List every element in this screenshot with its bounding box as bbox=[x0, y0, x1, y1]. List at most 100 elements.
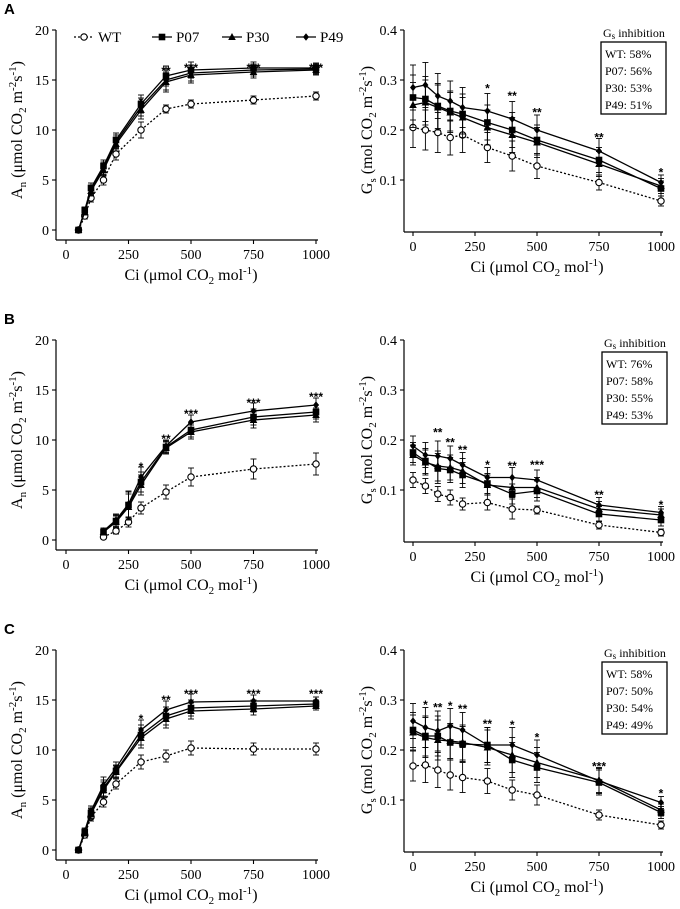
chart-A-right: 0.1 0.2 0.3 0.4 0 250 500 750 1000 Ci (μmol CO2 m… bbox=[357, 24, 675, 279]
data-point-WT bbox=[162, 105, 170, 113]
inhibition-value: P07: 56% bbox=[605, 64, 652, 78]
significance-mark: ** bbox=[458, 702, 468, 716]
significance-mark: * bbox=[485, 458, 490, 472]
data-point-WT bbox=[312, 92, 320, 100]
data-point-WT bbox=[162, 752, 170, 760]
significance-mark: ** bbox=[161, 64, 171, 78]
significance-mark: *** bbox=[246, 687, 260, 701]
y-tick-label: 5 bbox=[42, 794, 49, 809]
x-tick-label: 250 bbox=[465, 240, 486, 255]
series-WT bbox=[74, 91, 320, 234]
significance-mark: * bbox=[485, 82, 490, 96]
y-tick-label: 0 bbox=[42, 534, 49, 549]
data-point-P49 bbox=[596, 777, 602, 785]
series-P49 bbox=[100, 397, 319, 535]
series-WT bbox=[74, 740, 320, 854]
significance-mark: *** bbox=[246, 396, 260, 410]
data-point-P49 bbox=[447, 454, 454, 463]
data-point-WT bbox=[137, 126, 145, 134]
data-point-P49 bbox=[658, 508, 664, 517]
data-point-WT bbox=[533, 506, 541, 514]
x-tick-label: 250 bbox=[118, 868, 139, 883]
y-tick-label: 0.2 bbox=[380, 744, 398, 759]
significance-mark: * bbox=[448, 699, 453, 713]
data-point-P30 bbox=[312, 411, 320, 418]
series-line-P49 bbox=[412, 445, 662, 514]
chart-C-right: 0.1 0.2 0.3 0.4 0 250 500 750 1000 Ci (μmol CO2 m… bbox=[357, 644, 675, 899]
data-point-WT bbox=[446, 493, 454, 502]
data-point-P49 bbox=[138, 726, 144, 734]
box-title: Gs inhibition bbox=[604, 336, 666, 351]
x-tick-label: 0 bbox=[410, 860, 417, 875]
data-point-WT bbox=[421, 126, 430, 134]
y-tick-label: 0.1 bbox=[380, 174, 398, 189]
significance-mark: ** bbox=[161, 432, 171, 446]
y-axis-title: Gs (mol CO2 m-2s-1) bbox=[357, 376, 379, 504]
significance-mark: * bbox=[659, 166, 664, 180]
significance-mark: *** bbox=[184, 61, 198, 75]
y-axis-title: An (μmol CO2 m-2s-1) bbox=[7, 681, 29, 819]
data-point-P49 bbox=[410, 442, 416, 450]
data-point-WT bbox=[434, 766, 442, 774]
series-P07 bbox=[75, 61, 320, 234]
y-tick-label: 20 bbox=[35, 334, 49, 349]
box-title: Gs inhibition bbox=[603, 26, 665, 41]
significance-mark: ** bbox=[446, 436, 456, 450]
inhibition-value: P49: 49% bbox=[606, 718, 653, 732]
data-point-WT bbox=[533, 162, 541, 170]
data-point-P49 bbox=[138, 473, 144, 481]
series-P49 bbox=[410, 435, 664, 519]
significance-mark: * bbox=[139, 95, 144, 109]
data-point-WT bbox=[137, 504, 145, 512]
data-point-WT bbox=[508, 152, 516, 160]
y-axis-title: Gs (mol CO2 m-2s-1) bbox=[357, 686, 379, 814]
data-point-P49 bbox=[100, 781, 107, 789]
significance-mark: *** bbox=[184, 687, 198, 701]
y-tick-label: 10 bbox=[35, 124, 49, 139]
y-tick-label: 0.4 bbox=[380, 644, 398, 659]
series-line-P49 bbox=[412, 84, 662, 184]
series-line-P07 bbox=[412, 96, 662, 190]
data-point-P49 bbox=[188, 418, 194, 426]
panel-letter: C bbox=[4, 621, 15, 638]
inhibition-box bbox=[601, 351, 668, 425]
panel-letter: A bbox=[4, 1, 15, 18]
data-point-P49 bbox=[313, 697, 319, 705]
inhibition-value: P30: 54% bbox=[606, 701, 653, 715]
series-line-P49 bbox=[77, 700, 316, 851]
significance-mark: *** bbox=[309, 61, 323, 75]
y-tick-label: 20 bbox=[35, 24, 49, 39]
x-tick-label: 750 bbox=[243, 558, 264, 573]
data-point-P49 bbox=[163, 706, 169, 714]
significance-mark: * bbox=[659, 498, 664, 512]
y-tick-label: 5 bbox=[42, 484, 49, 499]
significance-mark: ** bbox=[161, 693, 171, 707]
data-point-P49 bbox=[484, 473, 491, 482]
data-point-P49 bbox=[534, 126, 540, 134]
data-point-WT bbox=[137, 758, 145, 766]
data-point-P30 bbox=[187, 428, 195, 435]
x-axis-title: Ci (μmol CO2 mol-1) bbox=[470, 567, 603, 589]
series-line-WT bbox=[77, 747, 316, 851]
x-tick-label: 1000 bbox=[647, 860, 675, 875]
legend: WT P07 P30 P49 bbox=[74, 30, 343, 46]
data-point-P49 bbox=[113, 764, 119, 772]
significance-mark: * bbox=[659, 787, 664, 801]
inhibition-value: WT: 58% bbox=[605, 47, 651, 61]
legend-label-P49: P49 bbox=[320, 30, 343, 46]
data-point-WT bbox=[249, 465, 258, 473]
panel-letter: B bbox=[4, 311, 15, 328]
x-tick-label: 500 bbox=[527, 240, 548, 255]
y-tick-label: 0.2 bbox=[380, 434, 398, 449]
data-point-WT bbox=[595, 178, 603, 187]
x-tick-label: 1000 bbox=[647, 240, 675, 255]
data-point-WT bbox=[446, 133, 454, 142]
series-WT bbox=[409, 747, 665, 830]
x-axis-title: Ci (μmol CO2 mol-1) bbox=[124, 575, 257, 597]
series-line-P49 bbox=[77, 68, 317, 231]
x-axis-title: Ci (μmol CO2 mol-1) bbox=[124, 265, 257, 287]
significance-mark: ** bbox=[458, 443, 468, 457]
data-point-P49 bbox=[113, 138, 119, 146]
y-tick-label: 0 bbox=[42, 224, 49, 239]
